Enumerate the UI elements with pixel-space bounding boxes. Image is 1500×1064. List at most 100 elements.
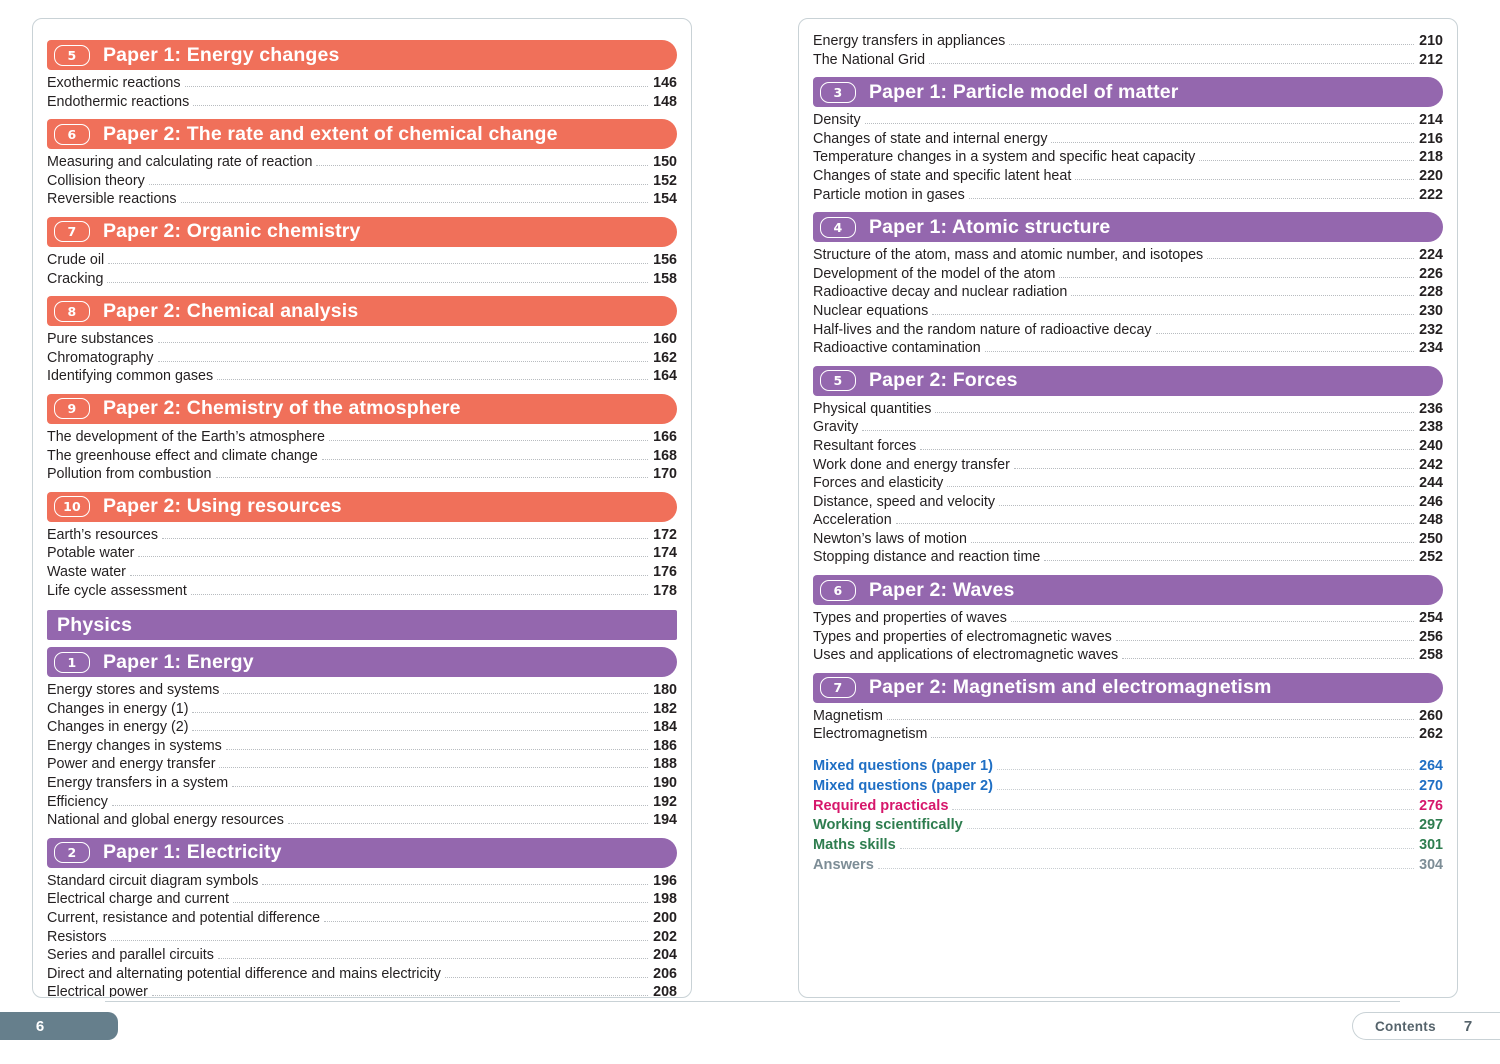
toc-entry[interactable]: Pollution from combustion 170 bbox=[47, 466, 677, 485]
toc-entry[interactable]: National and global energy resources 194 bbox=[47, 812, 677, 831]
toc-entry-page-number: 204 bbox=[653, 947, 677, 964]
toc-entry[interactable]: The greenhouse effect and climate change… bbox=[47, 448, 677, 467]
chapter-header[interactable]: 3 Paper 1: Particle model of matter bbox=[813, 77, 1443, 108]
dot-leader bbox=[193, 97, 648, 106]
toc-entry[interactable]: Radioactive decay and nuclear radiation 2… bbox=[813, 284, 1443, 303]
toc-entry[interactable]: Development of the model of the atom 226 bbox=[813, 266, 1443, 285]
toc-entry[interactable]: Half-lives and the random nature of radi… bbox=[813, 322, 1443, 341]
toc-entry[interactable]: Cracking 158 bbox=[47, 271, 677, 290]
toc-entry[interactable]: Electrical power 208 bbox=[47, 984, 677, 998]
toc-entry[interactable]: Mixed questions (paper 1) 264 bbox=[813, 758, 1443, 778]
toc-entry[interactable]: Acceleration 248 bbox=[813, 512, 1443, 531]
toc-entry[interactable]: Electromagnetism 262 bbox=[813, 726, 1443, 745]
toc-entry-title: Stopping distance and reaction time bbox=[813, 549, 1041, 566]
toc-entry[interactable]: Chromatography 162 bbox=[47, 350, 677, 369]
toc-entry[interactable]: Changes in energy (1) 182 bbox=[47, 701, 677, 720]
toc-entry[interactable]: Power and energy transfer 188 bbox=[47, 756, 677, 775]
toc-entry[interactable]: Pure substances 160 bbox=[47, 331, 677, 350]
toc-entry[interactable]: Current, resistance and potential differ… bbox=[47, 910, 677, 929]
toc-entry[interactable]: Temperature changes in a system and spec… bbox=[813, 149, 1443, 168]
toc-entry[interactable]: Answers 304 bbox=[813, 857, 1443, 877]
toc-entry-title: Life cycle assessment bbox=[47, 582, 187, 599]
toc-entry[interactable]: Resultant forces 240 bbox=[813, 438, 1443, 457]
toc-entry[interactable]: Electrical charge and current 198 bbox=[47, 891, 677, 910]
dot-leader bbox=[952, 801, 1414, 810]
toc-entry[interactable]: Energy transfers in appliances 210 bbox=[813, 33, 1443, 52]
toc-entry[interactable]: Waste water 176 bbox=[47, 564, 677, 583]
right-page: Energy transfers in appliances 210 The Nat… bbox=[798, 18, 1458, 998]
toc-entry[interactable]: Mixed questions (paper 2) 270 bbox=[813, 778, 1443, 798]
toc-entry[interactable]: Resistors 202 bbox=[47, 929, 677, 948]
toc-entry[interactable]: Stopping distance and reaction time 252 bbox=[813, 549, 1443, 568]
chapter-header[interactable]: 8 Paper 2: Chemical analysis bbox=[47, 296, 677, 327]
toc-entry-title: Electrical power bbox=[47, 984, 148, 998]
toc-entry[interactable]: Nuclear equations 230 bbox=[813, 303, 1443, 322]
toc-entry[interactable]: Energy stores and systems 180 bbox=[47, 682, 677, 701]
dot-leader bbox=[920, 441, 1414, 450]
toc-entry[interactable]: Crude oil 156 bbox=[47, 252, 677, 271]
toc-entry[interactable]: The development of the Earth’s atmospher… bbox=[47, 429, 677, 448]
toc-entry[interactable]: Density 214 bbox=[813, 112, 1443, 131]
toc-entry[interactable]: Identifying common gases 164 bbox=[47, 368, 677, 387]
toc-entry[interactable]: Types and properties of waves 254 bbox=[813, 610, 1443, 629]
toc-entry-title: Pure substances bbox=[47, 331, 154, 348]
dot-leader bbox=[1009, 36, 1414, 45]
toc-entry[interactable]: Magnetism 260 bbox=[813, 708, 1443, 727]
toc-entry[interactable]: The National Grid 212 bbox=[813, 52, 1443, 71]
toc-entry[interactable]: Energy changes in systems 186 bbox=[47, 738, 677, 757]
dot-leader bbox=[151, 987, 648, 997]
toc-entry[interactable]: Potable water 174 bbox=[47, 545, 677, 564]
toc-entry[interactable]: Physical quantities 236 bbox=[813, 401, 1443, 420]
chapter-header[interactable]: 6 Paper 2: The rate and extent of chemica… bbox=[47, 119, 677, 150]
toc-entry[interactable]: Energy transfers in a system 190 bbox=[47, 775, 677, 794]
toc-entry[interactable]: Changes of state and internal energy 216 bbox=[813, 131, 1443, 150]
chapter-header[interactable]: 6 Paper 2: Waves bbox=[813, 575, 1443, 606]
toc-entry[interactable]: Changes of state and specific latent hea… bbox=[813, 168, 1443, 187]
toc-entry-title: Efficiency bbox=[47, 793, 108, 810]
toc-entry[interactable]: Life cycle assessment 178 bbox=[47, 583, 677, 602]
chapter-header[interactable]: 5 Paper 2: Forces bbox=[813, 365, 1443, 396]
toc-entry-page-number: 184 bbox=[653, 719, 677, 736]
toc-entry[interactable]: Distance, speed and velocity 246 bbox=[813, 494, 1443, 513]
toc-entry[interactable]: Changes in energy (2) 184 bbox=[47, 719, 677, 738]
toc-entry[interactable]: Uses and applications of electromagnetic… bbox=[813, 647, 1443, 666]
toc-entry[interactable]: Endothermic reactions 148 bbox=[47, 94, 677, 113]
dot-leader bbox=[184, 78, 648, 87]
toc-entry-title: Resultant forces bbox=[813, 437, 917, 454]
toc-entry[interactable]: Working scientifically 297 bbox=[813, 817, 1443, 837]
toc-entry[interactable]: Forces and elasticity 244 bbox=[813, 475, 1443, 494]
chapter-header[interactable]: 1 Paper 1: Energy bbox=[47, 647, 677, 678]
chapter-header[interactable]: 7 Paper 2: Magnetism and electromagnetism bbox=[813, 672, 1443, 703]
toc-entry[interactable]: Reversible reactions 154 bbox=[47, 191, 677, 210]
chapter-header[interactable]: 5 Paper 1: Energy changes bbox=[47, 40, 677, 70]
toc-entry[interactable]: Types and properties of electromagnetic … bbox=[813, 629, 1443, 648]
toc-entry-title: Mixed questions (paper 1) bbox=[813, 758, 994, 775]
toc-entry[interactable]: Gravity 238 bbox=[813, 419, 1443, 438]
toc-entry[interactable]: Particle motion in gases 222 bbox=[813, 187, 1443, 206]
toc-entry[interactable]: Structure of the atom, mass and atomic n… bbox=[813, 247, 1443, 266]
chapter-header-title: Paper 2: Chemistry of the atmosphere bbox=[103, 397, 461, 420]
toc-entry-page-number: 230 bbox=[1419, 302, 1443, 319]
chapter-header[interactable]: 2 Paper 1: Electricity bbox=[47, 837, 677, 868]
dot-leader bbox=[111, 797, 648, 806]
chapter-header[interactable]: 9 Paper 2: Chemistry of the atmosphere bbox=[47, 393, 677, 424]
chapter-header[interactable]: 7 Paper 2: Organic chemistry bbox=[47, 216, 677, 247]
toc-entry[interactable]: Required practicals 276 bbox=[813, 798, 1443, 818]
toc-entry[interactable]: Standard circuit diagram symbols 196 bbox=[47, 873, 677, 892]
toc-entry[interactable]: Series and parallel circuits 204 bbox=[47, 947, 677, 966]
toc-entry[interactable]: Measuring and calculating rate of reacti… bbox=[47, 154, 677, 173]
toc-entry[interactable]: Newton’s laws of motion 250 bbox=[813, 531, 1443, 550]
toc-entry[interactable]: Efficiency 192 bbox=[47, 794, 677, 813]
toc-entry-page-number: 250 bbox=[1419, 530, 1443, 547]
toc-entry[interactable]: Radioactive contamination 234 bbox=[813, 340, 1443, 359]
dot-leader bbox=[180, 194, 648, 204]
toc-entry[interactable]: Collision theory 152 bbox=[47, 173, 677, 192]
chapter-header[interactable]: 10 Paper 2: Using resources bbox=[47, 491, 677, 522]
chapter-header[interactable]: 4 Paper 1: Atomic structure bbox=[813, 212, 1443, 243]
toc-entry[interactable]: Work done and energy transfer 242 bbox=[813, 457, 1443, 476]
toc-entry[interactable]: Exothermic reactions 146 bbox=[47, 75, 677, 94]
toc-entry[interactable]: Maths skills 301 bbox=[813, 837, 1443, 857]
toc-entry[interactable]: Earth’s resources 172 bbox=[47, 527, 677, 546]
left-page-number: 6 bbox=[35, 1017, 45, 1035]
toc-entry[interactable]: Direct and alternating potential differe… bbox=[47, 966, 677, 985]
